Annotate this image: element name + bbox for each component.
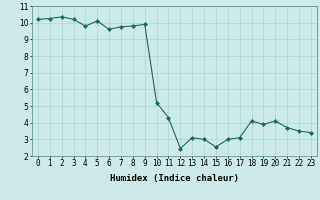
X-axis label: Humidex (Indice chaleur): Humidex (Indice chaleur)	[110, 174, 239, 183]
